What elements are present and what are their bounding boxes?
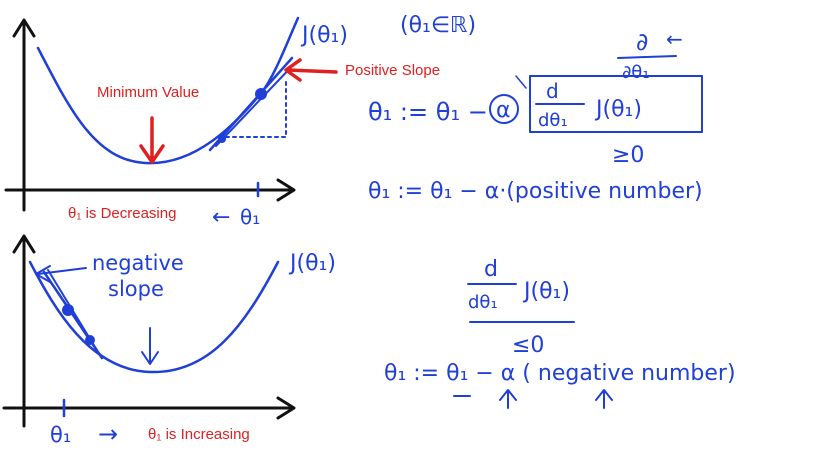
bottom-deriv-numerator: d [484,257,498,282]
negative-slope-pointer [37,267,87,275]
partial-denominator: ∂θ₁ [622,62,650,83]
bottom-tangent-dot [85,335,95,345]
slope-arrow-head [284,58,302,82]
top-move-arrow: ← [212,205,230,230]
top-y-axis-arrowhead [12,18,36,38]
bottom-condition: ≤0 [512,333,544,358]
bottom-equation: d dθ₁ J(θ₁) ≤0 θ₁ := θ₁ − α ( negative n… [384,257,736,409]
update-lhs: θ₁ := θ₁ − [368,98,488,126]
derivative-box [529,75,703,133]
top-result: θ₁ := θ₁ − α·(positive number) [368,179,703,204]
min-value-label: Minimum Value [97,84,199,101]
bottom-min-arrow-head [141,351,159,365]
bottom-cost-curve [28,260,280,374]
top-tangent-line [208,56,294,152]
bottom-direction-label: θ₁ is Increasing [148,426,250,443]
top-tangent-line-2 [215,61,297,147]
deriv-numerator: d [546,79,559,103]
deriv-cost: J(θ₁) [594,97,642,122]
up-arrow-2 [595,389,613,409]
slope-label: slope [108,277,164,301]
deriv-denominator: dθ₁ [538,110,568,131]
min-arrow-head [139,144,165,164]
partial-fraction-bar [617,55,677,59]
top-tangent-dot [218,135,226,143]
bottom-move-arrow: → [98,420,118,448]
top-curve-label: J(θ₁) [300,23,348,48]
bottom-curve-label: J(θ₁) [288,251,336,276]
bottom-plot: negative slope J(θ₁) θ₁ → θ₁ is Increasi… [2,234,336,448]
top-direction-label: θ₁ is Decreasing [68,205,176,222]
negative-label: negative [92,251,184,275]
top-axis-var: θ₁ [240,205,260,229]
bottom-deriv-cost: J(θ₁) [522,279,570,304]
bottom-y-axis-arrowhead [12,234,36,254]
bottom-tangent-point [62,304,74,316]
bottom-axis-var: θ₁ [50,423,71,447]
partial-numerator: ∂ [636,28,648,56]
top-cost-curve [36,16,300,165]
bottom-result: θ₁ := θ₁ − α ( negative number) [384,361,736,386]
negative-slope-pointer-head [35,265,51,283]
top-condition: ≥0 [612,143,644,168]
up-arrow-1 [499,389,517,409]
top-plot: Minimum Value Positive Slope θ₁ is Decre… [4,13,476,230]
bottom-deriv-denominator: dθ₁ [468,292,498,313]
alpha-circle [489,94,519,124]
top-x-axis-arrowhead [276,178,296,202]
partial-arrow: ← [666,27,683,51]
domain-note: (θ₁∈ℝ) [400,13,476,38]
bottom-x-axis-arrowhead [276,396,296,420]
positive-slope-label: Positive Slope [345,62,440,79]
top-tangent-point [255,88,267,100]
top-equation: ∂ ∂θ₁ ← θ₁ := θ₁ − α d dθ₁ J(θ₁) ≥0 θ₁ :… [368,27,703,204]
top-rise-run [225,77,287,138]
alpha-pointer [515,75,527,89]
slope-arrow-shaft [286,68,338,74]
alpha-symbol: α [496,98,511,123]
